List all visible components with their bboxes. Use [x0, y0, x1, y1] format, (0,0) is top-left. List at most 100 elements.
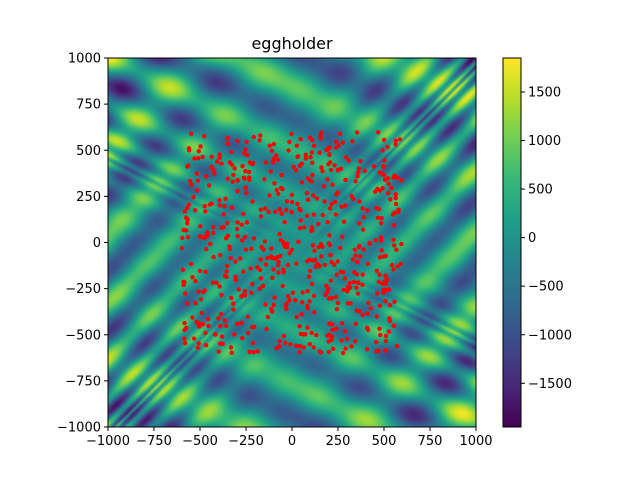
scatter-point: [339, 338, 344, 343]
scatter-point: [383, 348, 388, 353]
scatter-point: [255, 349, 260, 354]
scatter-point: [318, 350, 324, 355]
scatter-point: [263, 160, 269, 165]
scatter-point: [190, 315, 195, 320]
scatter-point: [183, 291, 188, 296]
scatter-point: [299, 312, 304, 317]
scatter-point: [182, 280, 187, 285]
scatter-point: [267, 143, 272, 148]
scatter-point: [229, 149, 234, 155]
scatter-point: [249, 246, 254, 251]
scatter-point: [378, 238, 384, 243]
scatter-point: [297, 225, 303, 231]
scatter-point: [343, 346, 348, 351]
scatter-point: [365, 347, 370, 352]
scatter-point: [289, 247, 295, 253]
scatter-point: [204, 246, 209, 252]
scatter-point: [378, 221, 384, 226]
scatter-point: [194, 319, 199, 325]
scatter-point: [271, 302, 276, 308]
scatter-point: [299, 180, 305, 185]
scatter-point: [242, 288, 247, 294]
scatter-point: [218, 311, 224, 317]
scatter-point: [185, 163, 191, 168]
scatter-point: [222, 204, 227, 209]
scatter-point: [210, 167, 216, 172]
scatter-point: [350, 139, 355, 144]
scatter-point: [202, 133, 207, 139]
scatter-point: [311, 293, 317, 298]
scatter-point: [328, 278, 333, 283]
scatter-point: [251, 236, 257, 241]
scatter-point: [319, 165, 324, 170]
scatter-point: [385, 176, 391, 181]
scatter-point: [233, 259, 238, 264]
scatter-point: [340, 234, 345, 239]
scatter-point: [327, 206, 333, 211]
scatter-point: [314, 196, 320, 201]
scatter-point: [329, 202, 334, 207]
scatter-point: [325, 286, 331, 291]
scatter-point: [305, 289, 310, 294]
scatter-point: [274, 153, 279, 158]
scatter-point: [298, 137, 303, 142]
scatter-point: [326, 349, 331, 355]
scatter-point: [378, 235, 384, 240]
scatter-point: [225, 176, 230, 181]
scatter-point: [341, 219, 347, 224]
scatter-point: [215, 159, 220, 164]
scatter-point: [269, 246, 274, 251]
scatter-point: [272, 295, 277, 300]
scatter-point: [360, 282, 365, 288]
scatter-point: [357, 199, 362, 204]
scatter-point: [214, 280, 219, 285]
scatter-point: [307, 299, 312, 304]
scatter-point: [297, 206, 302, 211]
scatter-point: [196, 156, 201, 161]
colorbar-tick-label: 1500: [528, 85, 561, 100]
scatter-point: [382, 172, 387, 178]
scatter-point: [246, 169, 252, 175]
scatter-point: [320, 212, 325, 218]
scatter-point: [243, 186, 248, 191]
scatter-point: [393, 192, 398, 197]
scatter-point: [322, 262, 328, 268]
scatter-point: [225, 220, 230, 226]
scatter-point: [318, 136, 323, 141]
scatter-point: [271, 267, 276, 272]
scatter-point: [272, 209, 278, 214]
scatter-point: [185, 301, 190, 306]
scatter-point: [334, 272, 339, 277]
scatter-point: [327, 233, 332, 238]
scatter-point: [307, 342, 312, 347]
scatter-point: [235, 220, 240, 225]
scatter-point: [250, 341, 256, 346]
scatter-point: [377, 303, 383, 308]
scatter-point: [385, 277, 390, 282]
y-tick-label: −750: [65, 374, 101, 389]
scatter-point: [217, 198, 222, 203]
scatter-point: [232, 332, 237, 337]
scatter-point: [257, 138, 262, 143]
scatter-point: [294, 314, 299, 320]
scatter-point: [356, 170, 361, 175]
scatter-point: [297, 344, 302, 349]
scatter-point: [239, 294, 244, 299]
scatter-point: [231, 172, 236, 178]
scatter-point: [393, 201, 399, 207]
scatter-point: [235, 234, 240, 239]
scatter-point: [252, 324, 257, 330]
scatter-point: [229, 205, 235, 210]
x-tick-label: −750: [136, 434, 172, 449]
scatter-point: [277, 344, 282, 349]
scatter-point: [204, 230, 210, 235]
scatter-point: [298, 218, 303, 223]
scatter-point: [381, 287, 386, 292]
scatter-point: [265, 314, 271, 320]
scatter-point: [306, 274, 312, 279]
scatter-point: [179, 246, 185, 251]
scatter-point: [376, 279, 381, 284]
scatter-point: [355, 174, 360, 179]
scatter-point: [393, 138, 399, 143]
scatter-point: [310, 137, 315, 143]
